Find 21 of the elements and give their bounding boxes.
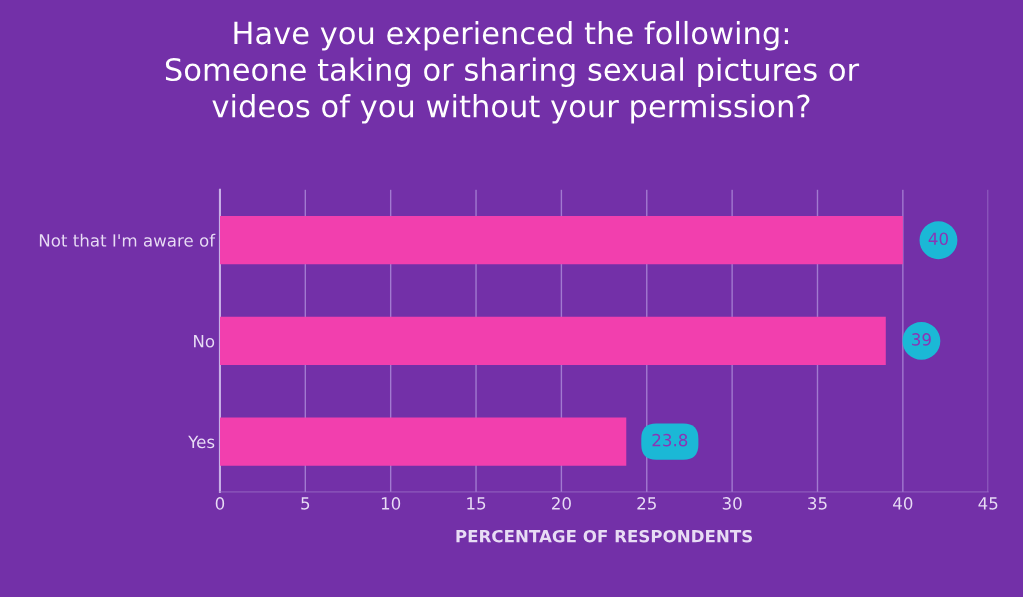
x-tick-label: 45: [978, 497, 998, 510]
x-tick-label: 5: [301, 497, 310, 510]
y-tick-label: No: [194, 335, 215, 348]
bar: [219, 417, 627, 466]
x-axis-title: PERCENTAGE OF RESPONDENTS: [456, 529, 753, 543]
bar: [219, 216, 903, 265]
x-tick-label: 0: [215, 497, 225, 510]
bar: [219, 316, 886, 366]
x-tick-label: 30: [722, 497, 742, 510]
x-tick-label: 40: [893, 497, 913, 510]
chart-title: Have you experienced the following: Someone taking or sharing sexual pictures or videos of you without your permission?: [165, 20, 860, 124]
data-label: 39: [912, 333, 931, 346]
y-tick-label: Not that I'm aware of: [39, 233, 216, 247]
x-tick-label: 10: [381, 497, 401, 510]
x-tick-label: 15: [467, 497, 486, 510]
x-tick-label: 25: [637, 497, 656, 510]
data-label: 40: [928, 232, 948, 246]
x-tick-label: 35: [808, 497, 827, 510]
y-tick-label: Yes: [188, 435, 215, 449]
x-tick-label: 20: [552, 497, 571, 510]
data-label: 23.8: [652, 433, 688, 447]
